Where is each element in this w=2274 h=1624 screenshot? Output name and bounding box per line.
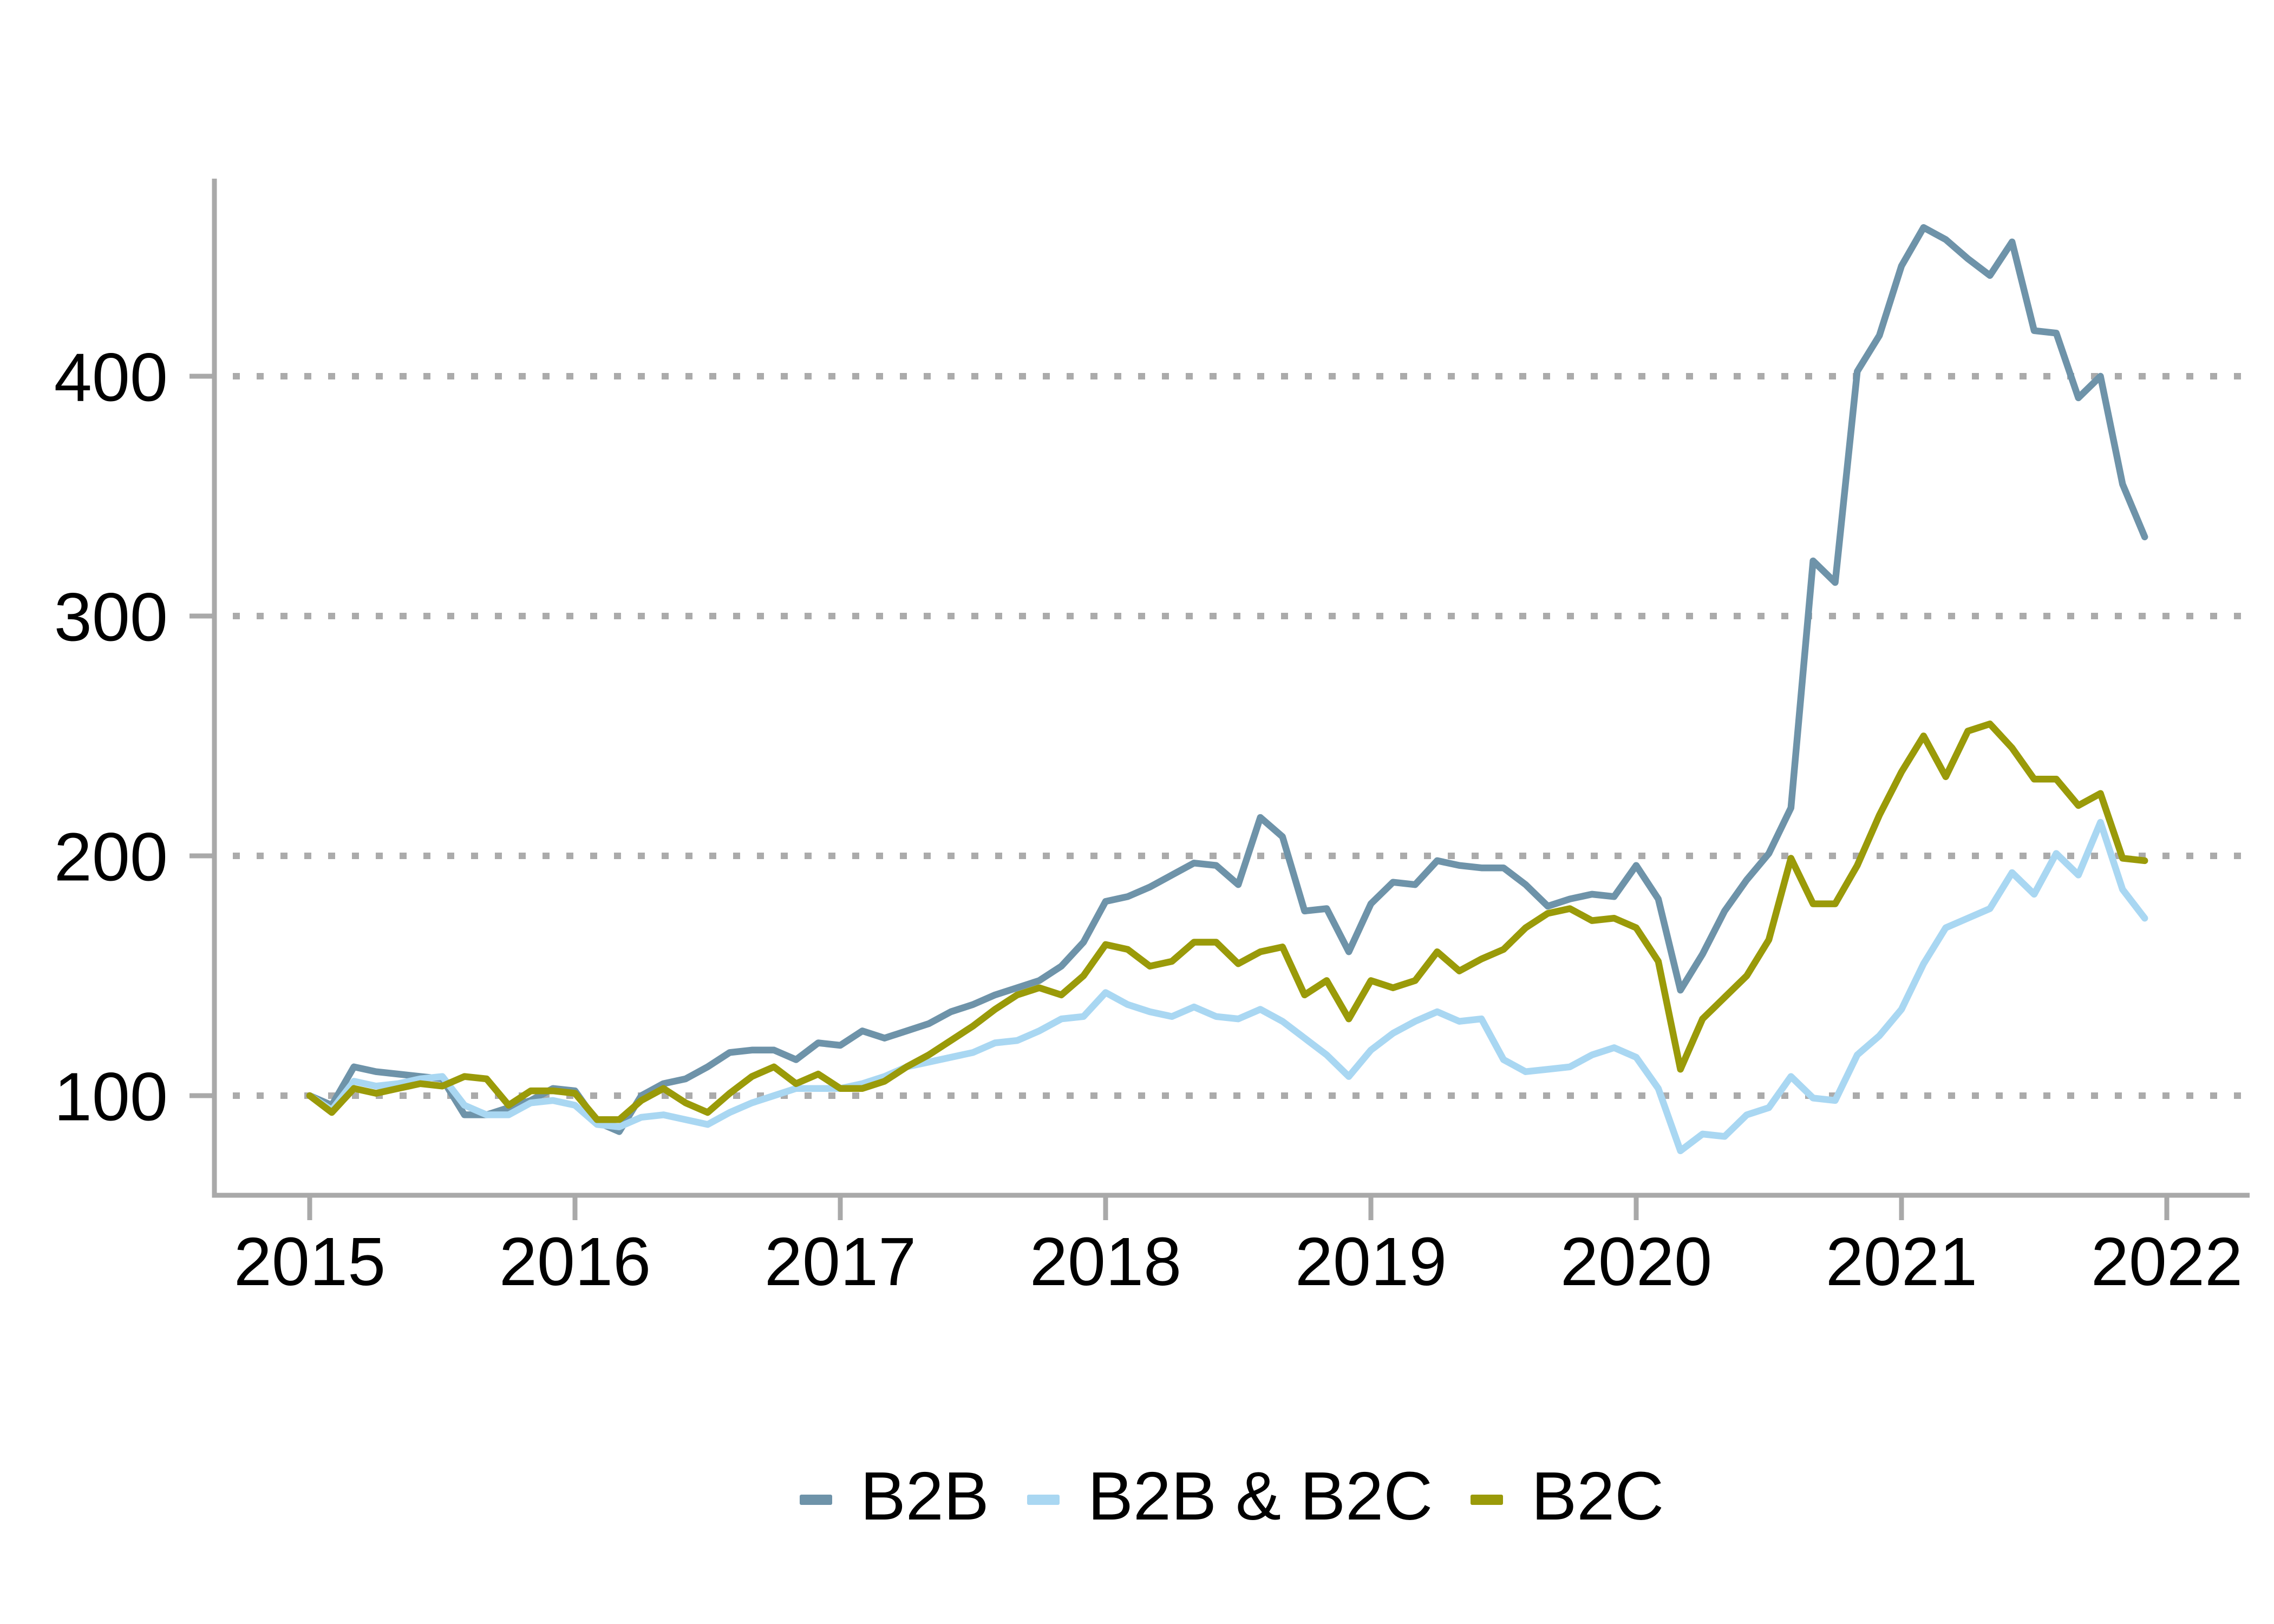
b2b-line-swatch-icon (799, 1494, 832, 1505)
b2c-line-swatch-icon (1471, 1494, 1504, 1505)
x-tick-label-2019: 2019 (1295, 1223, 1447, 1300)
b2b-and-b2c-line-swatch-icon (1027, 1494, 1060, 1505)
legend: B2B B2B & B2C B2C (214, 1456, 2250, 1543)
x-tick-label-2020: 2020 (1560, 1223, 1712, 1300)
legend-item-b2b: B2B (799, 1458, 989, 1534)
axes-lines (212, 179, 2250, 1198)
y-tick-label-200: 200 (54, 818, 168, 895)
x-tick-label-2022: 2022 (2091, 1223, 2243, 1300)
legend-item-b2b-and-b2c: B2B & B2C (1027, 1458, 1433, 1534)
legend-label-b2b-and-b2c: B2B & B2C (1087, 1458, 1433, 1534)
series-line-b2b (306, 224, 2148, 1135)
x-tick-label-2015: 2015 (234, 1223, 385, 1300)
series-line-b2c (306, 721, 2148, 1123)
x-tick-label-2021: 2021 (1826, 1223, 1977, 1300)
x-tick-label-2016: 2016 (499, 1223, 651, 1300)
legend-label-b2b: B2B (860, 1458, 989, 1534)
legend-item-b2c: B2C (1471, 1458, 1664, 1534)
legend-label-b2c: B2C (1531, 1458, 1664, 1534)
x-tick-label-2018: 2018 (1030, 1223, 1181, 1300)
y-tick-label-100: 100 (54, 1058, 168, 1135)
y-tick-label-400: 400 (54, 339, 168, 415)
y-tick-label-300: 300 (54, 579, 168, 655)
x-tick-label-2017: 2017 (764, 1223, 916, 1300)
series-line-b2b-b2c (306, 818, 2148, 1155)
